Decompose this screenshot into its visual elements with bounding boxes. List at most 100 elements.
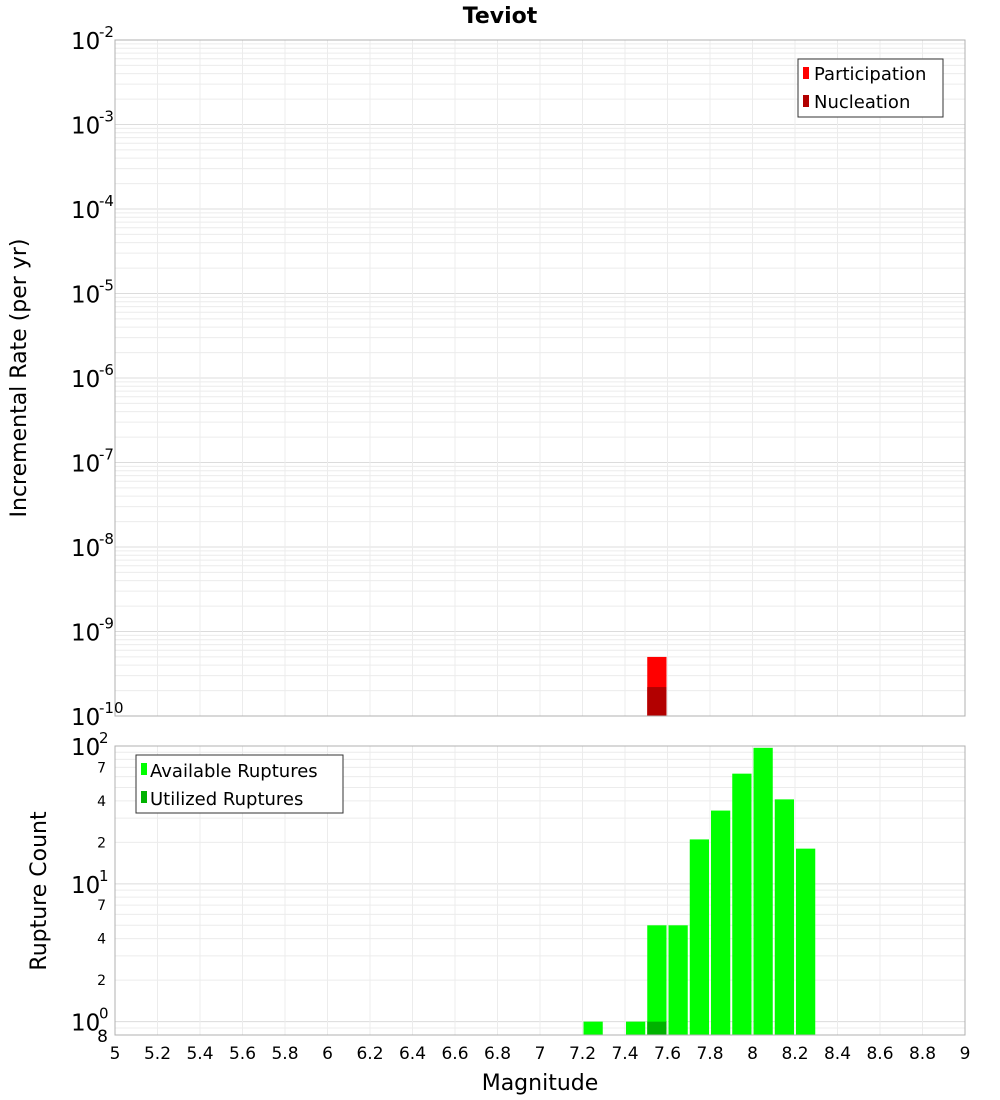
tick-exponent: -3 [99,108,114,126]
bottom-y-tick-label: 100 [71,1005,109,1037]
available-ruptures-bar [711,810,731,1035]
x-tick-label: 5.6 [229,1044,256,1064]
tick-base: 10 [71,536,100,562]
top-y-tick-label: 10-5 [71,277,114,309]
top-legend: Participation Nucleation [797,58,944,118]
top-y-axis-title: Incremental Rate (per yr) [7,239,32,518]
tick-minor: 4 [97,794,106,810]
tick-exponent: -7 [99,446,114,464]
chart-title: Teviot [463,4,538,29]
top-panel: 10-210-310-410-510-610-710-810-910-10 In… [7,23,966,731]
utilized-ruptures-bar [647,1021,667,1035]
participation-swatch [803,67,809,79]
x-tick-label: 8.6 [866,1044,893,1064]
x-tick-label: 7 [535,1044,546,1064]
tick-base: 10 [71,621,100,647]
tick-base: 10 [71,873,100,899]
tick-base: 10 [71,705,100,731]
x-tick-label: 5.2 [144,1044,171,1064]
tick-minor: 2 [97,835,106,851]
bottom-y-tick-label: 102 [71,729,109,761]
bottom-y-axis-title: Rupture Count [27,811,52,971]
top-y-tick-label: 10-3 [71,108,114,140]
tick-base: 10 [71,114,100,140]
available-ruptures-bar [689,839,709,1035]
x-ticks: 5 5.2 5.4 5.6 5.8 6 6.2 6.4 6.6 6.8 7 7.2 7.4 7.6 7.8 8… [110,1044,971,1064]
available-ruptures-bar [647,925,667,1035]
x-axis-title: Magnitude [482,1071,599,1096]
x-tick-label: 7.2 [569,1044,596,1064]
bottom-y-tick-label: 4 [97,932,106,948]
x-tick-label: 6.4 [399,1044,426,1064]
tick-minor: 7 [97,760,106,776]
participation-legend-label: Participation [814,64,926,85]
x-tick-label: 9 [960,1044,971,1064]
available-ruptures-bar [668,925,688,1035]
tick-minor: 7 [97,898,106,914]
top-y-tick-label: 10-2 [71,23,114,55]
x-tick-label: 6.2 [356,1044,383,1064]
x-tick-label: 5.4 [186,1044,213,1064]
top-y-tick-label: 10-6 [71,361,114,393]
bottom-y-tick-label: 2 [97,835,106,851]
bottom-y-tick-label: 2 [97,973,106,989]
top-grid [114,40,966,717]
x-tick-label: 8.8 [909,1044,936,1064]
tick-minor: 4 [97,932,106,948]
tick-exponent: -10 [99,699,124,717]
x-tick-label: 6.6 [441,1044,468,1064]
tick-base: 10 [71,283,100,309]
bottom-y-tick-label: 101 [71,867,109,899]
tick-base: 10 [71,198,100,224]
x-tick-label: 7.8 [696,1044,723,1064]
bottom-bars [583,747,816,1035]
top-y-tick-label: 10-10 [71,699,124,731]
top-bars [647,656,667,716]
tick-exponent: -4 [99,192,114,210]
x-tick-label: 7.6 [654,1044,681,1064]
top-y-tick-label: 10-4 [71,192,114,224]
top-y-ticks: 10-210-310-410-510-610-710-810-910-10 [71,23,124,731]
available-ruptures-legend-label: Available Ruptures [150,761,318,782]
nucleation-swatch [803,95,809,107]
tick-exponent: -6 [99,361,114,379]
available-ruptures-bar [774,799,794,1035]
tick-base: 10 [71,735,100,761]
x-tick-label: 6.8 [484,1044,511,1064]
top-y-tick-label: 10-7 [71,446,114,478]
available-ruptures-bar [732,773,752,1035]
x-tick-label: 8.4 [824,1044,851,1064]
available-ruptures-swatch [141,763,147,775]
bottom-y-tick-label: 8 [97,1027,108,1047]
top-y-tick-label: 10-8 [71,530,114,562]
available-ruptures-bar [753,747,773,1035]
bottom-y-tick-label: 4 [97,794,106,810]
bottom-y-tick-label: 7 [97,760,106,776]
available-ruptures-bar [583,1021,603,1035]
top-y-tick-label: 10-9 [71,615,114,647]
utilized-ruptures-legend-label: Utilized Ruptures [150,789,303,810]
x-tick-label: 8.2 [781,1044,808,1064]
tick-minor: 8 [97,1027,108,1047]
tick-base: 10 [71,29,100,55]
tick-exponent: -9 [99,615,114,633]
tick-exponent: 2 [99,729,109,747]
tick-exponent: -2 [99,23,114,41]
tick-exponent: -5 [99,277,114,295]
bottom-legend-box [135,754,344,814]
utilized-ruptures-swatch [141,791,147,803]
tick-base: 10 [71,1011,100,1037]
tick-exponent: 0 [99,1005,109,1023]
nucleation-bar [647,687,667,716]
bottom-y-tick-label: 7 [97,898,106,914]
bottom-plot-frame [114,745,966,1036]
tick-minor: 2 [97,973,106,989]
x-tick-label: 8 [747,1044,758,1064]
available-ruptures-bar [626,1021,646,1035]
top-plot-frame [114,39,966,717]
x-tick-label: 5 [110,1044,121,1064]
x-tick-label: 5.8 [271,1044,298,1064]
